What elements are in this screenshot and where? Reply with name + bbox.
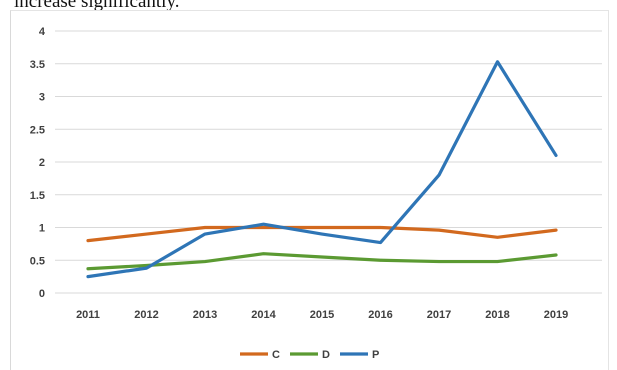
series-P — [88, 62, 556, 277]
x-tick-label: 2019 — [544, 309, 568, 321]
legend-label: P — [372, 349, 379, 361]
x-tick-label: 2011 — [76, 309, 100, 321]
x-tick-label: 2013 — [193, 309, 217, 321]
series-line-P — [88, 62, 556, 277]
y-tick-label: 3.5 — [30, 59, 45, 71]
y-tick-label: 3 — [39, 92, 45, 104]
x-tick-label: 2015 — [310, 309, 334, 321]
y-tick-label: 2 — [39, 157, 45, 169]
y-tick-label: 2.5 — [30, 124, 45, 136]
y-tick-label: 1 — [39, 223, 45, 235]
y-tick-label: 0 — [39, 288, 45, 300]
x-tick-label: 2012 — [134, 309, 158, 321]
series-lines — [88, 62, 556, 277]
y-tick-label: 0.5 — [30, 255, 45, 267]
y-tick-label: 4 — [39, 26, 46, 38]
legend-label: C — [272, 349, 280, 361]
y-axis-ticks: 0 0.5 1 1.5 2 2.5 3 3.5 4 — [30, 26, 46, 300]
x-tick-label: 2018 — [485, 309, 509, 321]
legend-item-C: C — [240, 349, 280, 361]
legend-item-P: P — [340, 349, 379, 361]
legend-label: D — [322, 349, 330, 361]
x-axis-ticks: 2011 2012 2013 2014 2015 2016 2017 2018 2019 — [76, 309, 568, 321]
legend-item-D: D — [290, 349, 330, 361]
y-tick-label: 1.5 — [30, 190, 45, 202]
x-tick-label: 2016 — [368, 309, 392, 321]
x-tick-label: 2017 — [427, 309, 451, 321]
x-tick-label: 2014 — [251, 309, 276, 321]
gridlines — [55, 31, 602, 293]
